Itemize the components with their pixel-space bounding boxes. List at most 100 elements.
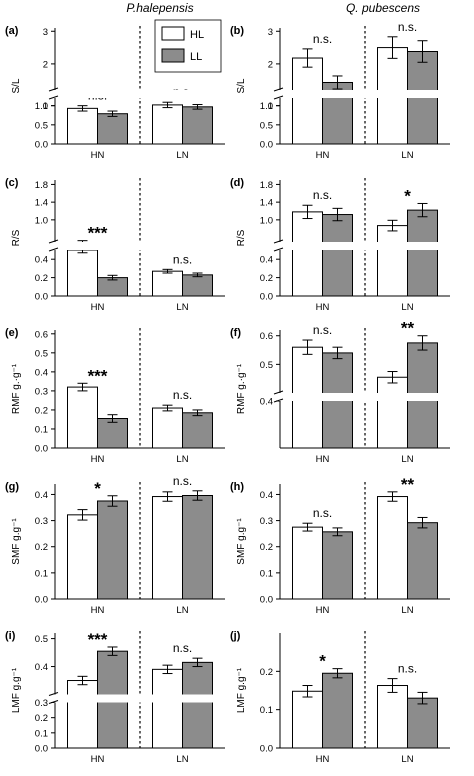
y-tick-label: 0.0 xyxy=(35,140,48,151)
significance-label: *** xyxy=(88,630,108,649)
y-axis-label: SMF g.g⁻¹ xyxy=(236,518,247,565)
significance-label: *** xyxy=(88,366,108,385)
axis-break-gap xyxy=(52,694,225,703)
bar-hl-ln xyxy=(152,668,183,749)
bar-ll-hn xyxy=(97,418,128,449)
y-tick-label: 0.0 xyxy=(260,744,273,755)
bar-ll-hn xyxy=(97,113,128,145)
significance-label: ** xyxy=(401,475,415,494)
bar-ll-hn xyxy=(97,500,128,600)
y-tick-label: 0.2 xyxy=(35,542,48,553)
axis-break-mark xyxy=(48,247,59,252)
bar-hl-hn xyxy=(292,211,323,297)
column-title-p-halepensis: P.halepensis xyxy=(126,1,193,15)
significance-label: n.s. xyxy=(313,32,332,46)
axis-break-mark xyxy=(273,87,284,92)
panel-label: (e) xyxy=(5,327,19,339)
bar-hl-hn xyxy=(292,57,323,145)
panel-g: 0.0 0.1 0.2 0.3 0.4 SMF g.g⁻¹ (g) HN * LN n.s. xyxy=(5,474,225,616)
y-tick-label: 0.2 xyxy=(35,273,48,284)
category-label-hn: HN xyxy=(316,605,330,616)
significance-label: ** xyxy=(401,319,415,338)
bar-ll-ln xyxy=(407,209,438,297)
panel-b: 0.0 0.5 1.01 2 3 S/L (b) HN n.s. LN n.s. xyxy=(230,20,450,161)
y-tick-label: 0.4 xyxy=(35,662,48,673)
significance-label: * xyxy=(319,652,326,671)
axis-break-gap xyxy=(277,90,450,98)
bar-hl-ln xyxy=(377,685,408,749)
panel-label: (a) xyxy=(5,25,19,37)
y-tick-label: 3 xyxy=(43,27,48,38)
panel-label: (g) xyxy=(5,481,19,493)
bar-hl-ln xyxy=(152,270,183,297)
y-tick-label: 0.3 xyxy=(35,516,48,527)
bar-ll-ln xyxy=(407,522,438,600)
y-tick-label: 1.0 xyxy=(35,215,48,226)
y-tick-label: 0.0 xyxy=(260,595,273,606)
significance-label: n.s. xyxy=(173,388,192,402)
significance-label: n.s. xyxy=(313,323,332,337)
category-label-hn: HN xyxy=(91,302,105,313)
y-tick-label: 0.5 xyxy=(260,120,273,131)
y-tick-label: 1.0 xyxy=(260,101,273,112)
y-tick-label: 0.4 xyxy=(35,255,48,266)
y-tick-label: 0.5 xyxy=(35,634,48,645)
y-tick-label: 1.8 xyxy=(260,180,273,191)
y-tick-label: 0.4 xyxy=(260,397,273,408)
category-label-ln: LN xyxy=(401,754,413,765)
significance-label: n.s. xyxy=(173,474,192,488)
axis-break-mark xyxy=(48,87,59,92)
y-tick-label: 0.4 xyxy=(260,255,273,266)
y-tick-label: 0.1 xyxy=(35,568,48,579)
bar-ll-ln xyxy=(182,412,213,449)
y-axis-label: RMF g.·g⁻¹ xyxy=(11,363,22,414)
axis-break-mark xyxy=(48,239,59,244)
category-label-hn: HN xyxy=(91,605,105,616)
y-tick-label: 1.4 xyxy=(260,198,273,209)
bar-hl-hn xyxy=(67,386,98,449)
y-tick-label: 0.0 xyxy=(35,595,48,606)
y-tick-label: 0.1 xyxy=(35,728,48,739)
category-label-ln: LN xyxy=(176,454,188,465)
y-tick-label: 0.4 xyxy=(260,490,273,501)
y-tick-label: 0.1 xyxy=(260,568,273,579)
legend-swatch-hl xyxy=(161,26,185,41)
y-tick-label: 0.2 xyxy=(260,542,273,553)
significance-label: n.s. xyxy=(398,20,417,34)
bar-hl-hn xyxy=(67,249,98,297)
category-label-hn: HN xyxy=(91,150,105,161)
y-axis-label: R/S xyxy=(236,229,247,246)
bar-hl-ln xyxy=(152,407,183,449)
axis-break-gap xyxy=(277,242,450,250)
panel-e: 0.0 0.1 0.2 0.3 0.4 0.5 0.6 RMF g.·g⁻¹ (e) HN *** L… xyxy=(5,327,225,465)
bar-hl-ln xyxy=(377,225,408,297)
y-tick-label: 0.2 xyxy=(260,273,273,284)
y-tick-label: 3 xyxy=(268,27,273,38)
y-tick-label: 0.2 xyxy=(35,713,48,724)
y-tick-label: 1 xyxy=(43,101,48,112)
column-titles: P.halepensis Q. pubescens xyxy=(126,1,420,15)
y-tick-label: 0.1 xyxy=(260,705,273,716)
axis-break-gap xyxy=(52,242,225,250)
axis-break-gap xyxy=(277,393,450,401)
bar-hl-hn xyxy=(67,514,98,600)
bar-hl-hn xyxy=(67,107,98,145)
bar-ll-ln xyxy=(182,661,213,749)
y-tick-label: 0.2 xyxy=(35,405,48,416)
bar-hl-ln xyxy=(152,104,183,145)
panel-label: (h) xyxy=(230,481,244,493)
category-label-ln: LN xyxy=(176,605,188,616)
y-tick-label: 1.4 xyxy=(35,198,48,209)
axis-break-mark xyxy=(48,95,59,100)
category-label-ln: LN xyxy=(176,150,188,161)
bar-ll-ln xyxy=(182,495,213,600)
y-tick-label: 0.6 xyxy=(35,329,48,340)
bar-ll-hn xyxy=(322,672,353,749)
axis-break-mark xyxy=(273,95,284,100)
y-tick-label: 0.2 xyxy=(260,667,273,678)
category-label-hn: HN xyxy=(316,754,330,765)
significance-label: * xyxy=(404,186,411,205)
bar-hl-hn xyxy=(292,690,323,749)
category-label-ln: LN xyxy=(401,454,413,465)
